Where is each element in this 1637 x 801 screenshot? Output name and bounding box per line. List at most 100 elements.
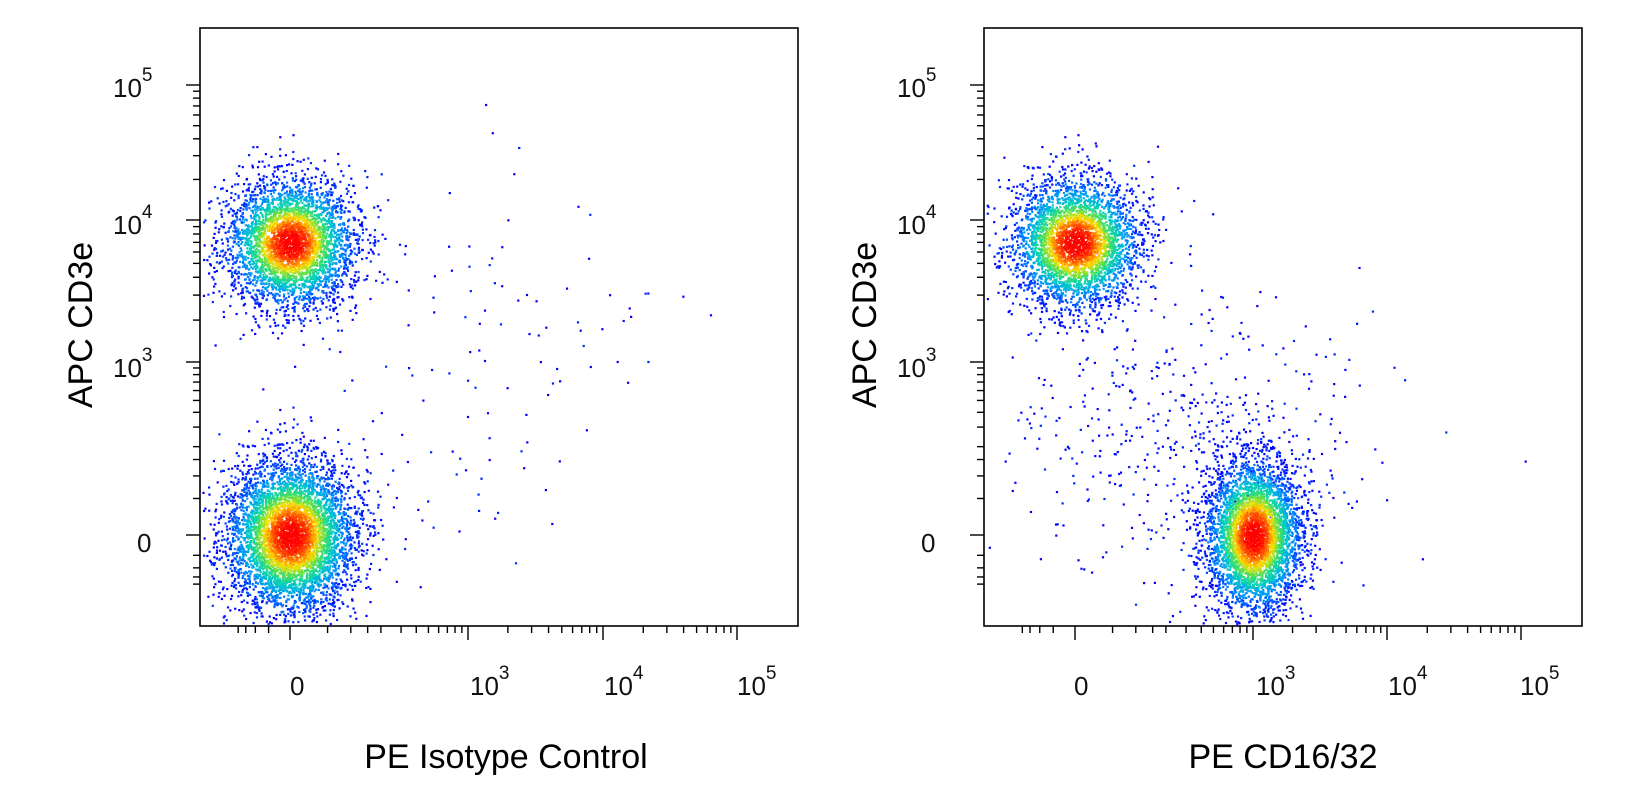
- event-dot: [254, 548, 257, 551]
- event-dot: [249, 536, 252, 540]
- event-dot: [256, 276, 259, 279]
- event-dot: [338, 513, 341, 516]
- event-dot: [266, 289, 269, 292]
- event-dot: [313, 276, 317, 279]
- event-dot: [233, 532, 236, 536]
- event-dot: [210, 200, 213, 203]
- event-dot: [300, 322, 303, 325]
- event-dot: [216, 197, 219, 200]
- event-dot: [318, 206, 321, 209]
- event-dot: [260, 488, 264, 491]
- event-dot: [331, 288, 335, 291]
- event-dot: [327, 510, 330, 513]
- event-dot: [251, 166, 254, 169]
- event-dot: [295, 205, 298, 208]
- event-dot: [253, 503, 256, 506]
- event-dot: [278, 459, 281, 462]
- event-dot: [277, 198, 280, 202]
- event-dot: [258, 326, 261, 329]
- event-dot: [477, 493, 480, 496]
- event-dot: [373, 206, 376, 209]
- event-dot: [247, 489, 250, 492]
- event-dot: [309, 592, 312, 596]
- event-dot: [234, 220, 237, 223]
- event-dot: [328, 261, 331, 264]
- event-dot: [328, 567, 331, 570]
- event-dot: [319, 486, 322, 489]
- event-dot: [381, 233, 384, 236]
- event-dot: [289, 610, 292, 613]
- event-dot: [589, 213, 592, 216]
- event-dot: [287, 612, 290, 615]
- event-dot: [323, 583, 326, 586]
- event-dot: [308, 602, 311, 605]
- event-dot: [339, 497, 342, 501]
- event-dot: [352, 607, 355, 610]
- event-dot: [279, 408, 282, 412]
- event-dot: [256, 495, 259, 498]
- event-dot: [347, 515, 350, 518]
- event-dot: [253, 278, 256, 281]
- event-dot: [274, 487, 277, 490]
- event-dot: [310, 480, 313, 483]
- event-dot: [310, 212, 313, 216]
- event-dot: [234, 509, 237, 512]
- event-dot: [283, 184, 286, 187]
- event-dot: [242, 537, 245, 540]
- event-dot: [340, 329, 343, 332]
- event-dot: [296, 605, 299, 608]
- event-dot: [338, 255, 342, 258]
- event-dot: [245, 219, 248, 222]
- event-dot: [234, 465, 237, 468]
- event-dot: [330, 504, 333, 507]
- event-dot: [274, 189, 277, 192]
- event-dot: [255, 577, 258, 580]
- event-dot: [236, 495, 240, 498]
- event-dot: [357, 246, 361, 249]
- event-dot: [247, 551, 250, 554]
- event-dot: [304, 603, 307, 606]
- event-dot: [253, 275, 256, 278]
- event-dot: [357, 279, 360, 282]
- event-dot: [325, 473, 328, 477]
- event-dot: [303, 310, 306, 313]
- event-dot: [253, 495, 257, 498]
- event-dot: [328, 462, 331, 465]
- event-dot: [293, 289, 296, 293]
- event-dot: [249, 291, 252, 295]
- event-dot: [203, 537, 206, 540]
- event-dot: [340, 515, 344, 518]
- event-dot: [252, 194, 255, 197]
- event-dot: [343, 569, 346, 572]
- event-dot: [261, 503, 264, 506]
- event-dot: [234, 269, 237, 272]
- event-dot: [231, 517, 234, 520]
- event-dot: [222, 226, 225, 229]
- event-dot: [220, 260, 223, 263]
- event-dot: [277, 203, 280, 206]
- event-dot: [525, 293, 529, 297]
- event-dot: [248, 491, 251, 494]
- event-dot: [327, 235, 330, 238]
- event-dot: [326, 478, 329, 481]
- event-dot: [347, 220, 350, 223]
- event-dot: [313, 617, 316, 620]
- event-dot: [343, 271, 346, 274]
- event-dot: [245, 571, 249, 574]
- event-dot: [275, 494, 278, 497]
- event-dot: [286, 304, 289, 307]
- event-dot: [299, 319, 302, 322]
- event-dot: [336, 618, 339, 622]
- event-dot: [335, 270, 338, 273]
- event-dot: [265, 495, 268, 498]
- event-dot: [321, 605, 324, 609]
- event-dot: [265, 207, 269, 210]
- event-dot: [314, 278, 317, 281]
- event-dot: [232, 481, 235, 484]
- event-dot: [298, 201, 301, 204]
- event-dot: [273, 587, 276, 590]
- event-dot: [248, 557, 251, 560]
- event-dot: [298, 468, 301, 471]
- event-dot: [366, 274, 369, 277]
- event-dot: [355, 512, 358, 516]
